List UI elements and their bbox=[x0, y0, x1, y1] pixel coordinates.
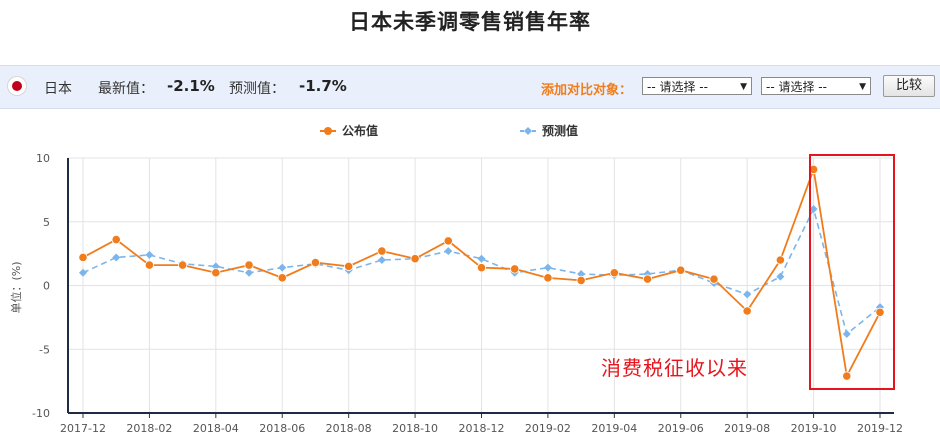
published-point bbox=[742, 306, 752, 316]
published-point bbox=[344, 261, 354, 271]
forecast-point bbox=[245, 268, 254, 277]
dropdown-arrow-icon: ▼ bbox=[740, 82, 747, 92]
japan-flag-icon bbox=[8, 77, 26, 95]
x-tick-label: 2018-02 bbox=[126, 422, 172, 435]
y-tick-label: -5 bbox=[39, 343, 50, 356]
legend-marker bbox=[324, 127, 332, 135]
legend-label: 公布值 bbox=[342, 123, 378, 138]
forecast-point bbox=[145, 250, 154, 259]
series-markers bbox=[78, 164, 885, 381]
published-point bbox=[244, 260, 254, 270]
country-name: 日本 bbox=[44, 81, 72, 97]
info-bar: 日本 最新值： -2.1% 预测值： -1.7% 添加对比对象： -- 请选择 … bbox=[0, 65, 940, 109]
y-tick-label: 10 bbox=[36, 152, 50, 165]
compare-label: 添加对比对象： bbox=[541, 83, 633, 98]
published-point bbox=[842, 371, 852, 381]
chart-title: 日本未季调零售销售年率 bbox=[349, 10, 591, 34]
y-axis-label: 单位：(%) bbox=[9, 261, 23, 313]
forecast-point bbox=[776, 272, 785, 281]
y-tick-label: 0 bbox=[43, 280, 50, 293]
forecast-point bbox=[444, 247, 453, 256]
published-point bbox=[410, 254, 420, 264]
published-point bbox=[543, 273, 553, 283]
x-tick-label: 2019-08 bbox=[724, 422, 770, 435]
forecast-point bbox=[543, 263, 552, 272]
compare-select-2-value: -- 请选择 -- bbox=[766, 80, 827, 94]
forecast-point bbox=[743, 290, 752, 299]
published-point bbox=[642, 274, 653, 284]
published-point bbox=[576, 275, 586, 285]
annotation-text: 消费税征收以来 bbox=[601, 356, 748, 380]
forecast-point bbox=[112, 253, 121, 262]
forecast-value: -1.7% bbox=[299, 77, 347, 95]
published-point bbox=[510, 264, 520, 274]
forecast-point bbox=[809, 205, 818, 213]
forecast-point bbox=[842, 329, 851, 338]
published-point bbox=[111, 235, 121, 245]
forecast-point bbox=[377, 256, 386, 264]
x-tick-label: 2019-06 bbox=[658, 422, 704, 435]
compare-select-1-value: -- 请选择 -- bbox=[647, 80, 708, 94]
published-point bbox=[676, 265, 686, 275]
forecast-point bbox=[477, 254, 486, 263]
axes: 10 5 0 -5 -10 2017-12 2018-02 2018-04 2018-06 201… bbox=[9, 152, 903, 435]
x-tick-label: 2019-02 bbox=[525, 422, 571, 435]
latest-value: -2.1% bbox=[167, 77, 215, 95]
published-point bbox=[476, 263, 487, 273]
forecast-value-label: 预测值： bbox=[229, 81, 285, 97]
published-point bbox=[78, 252, 88, 263]
legend-marker bbox=[524, 127, 532, 135]
x-tick-label: 2018-06 bbox=[259, 422, 305, 435]
x-tick-label: 2018-04 bbox=[193, 422, 239, 435]
compare-button[interactable]: 比较 bbox=[883, 75, 935, 97]
published-point bbox=[178, 260, 188, 270]
published-point bbox=[775, 255, 785, 265]
x-tick-label: 2019-10 bbox=[791, 422, 837, 435]
y-tick-label: 5 bbox=[43, 216, 50, 229]
legend[interactable]: 公布值 预测值 bbox=[320, 123, 578, 138]
published-point bbox=[875, 307, 885, 317]
published-point bbox=[609, 268, 619, 278]
published-point bbox=[443, 236, 453, 246]
published-point bbox=[144, 260, 155, 270]
published-point bbox=[310, 257, 321, 268]
legend-label: 预测值 bbox=[542, 123, 578, 138]
compare-select-2[interactable]: -- 请选择 -- ▼ bbox=[761, 77, 871, 95]
latest-value-label: 最新值： bbox=[98, 81, 154, 97]
x-tick-label: 2018-10 bbox=[392, 422, 438, 435]
dropdown-arrow-icon: ▼ bbox=[859, 82, 866, 92]
compare-select-1[interactable]: -- 请选择 -- ▼ bbox=[642, 77, 752, 95]
x-tick-label: 2018-12 bbox=[459, 422, 505, 435]
forecast-point bbox=[211, 262, 220, 271]
grid bbox=[68, 157, 894, 413]
x-tick-label: 2017-12 bbox=[60, 422, 106, 435]
published-point bbox=[211, 268, 221, 278]
y-tick-label: -10 bbox=[32, 407, 50, 420]
x-tick-label: 2018-08 bbox=[326, 422, 372, 435]
forecast-point bbox=[278, 263, 287, 272]
published-point bbox=[709, 274, 719, 284]
highlight-box bbox=[809, 154, 895, 390]
x-tick-label: 2019-12 bbox=[857, 422, 903, 435]
x-tick-label: 2019-04 bbox=[591, 422, 637, 435]
published-point bbox=[377, 246, 387, 256]
published-point bbox=[277, 273, 287, 283]
forecast-point bbox=[577, 270, 586, 279]
forecast-point bbox=[79, 268, 87, 277]
